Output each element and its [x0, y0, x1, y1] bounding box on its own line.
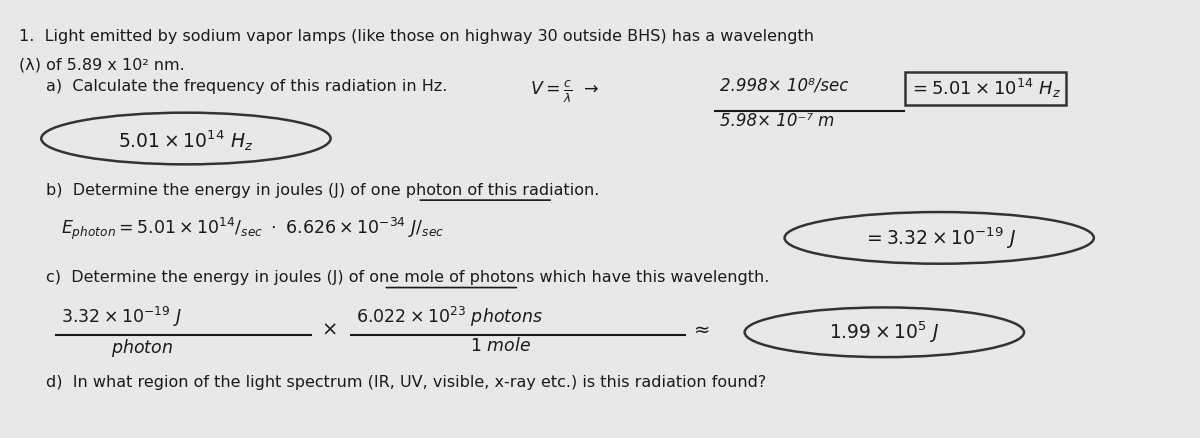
Text: 2.998× 10⁸/sec: 2.998× 10⁸/sec [720, 77, 848, 95]
Text: d)  In what region of the light spectrum (IR, UV, visible, x-ray etc.) is this r: d) In what region of the light spectrum … [47, 375, 767, 390]
Text: $\times$: $\times$ [320, 319, 336, 339]
Text: $V = \frac{c}{\lambda}$  →: $V = \frac{c}{\lambda}$ → [530, 79, 600, 105]
Text: a)  Calculate the frequency of this radiation in Hz.: a) Calculate the frequency of this radia… [47, 79, 448, 94]
Text: 5.98× 10⁻⁷ m: 5.98× 10⁻⁷ m [720, 112, 834, 130]
Text: $= 5.01 \times 10^{14}\ H_z$: $= 5.01 \times 10^{14}\ H_z$ [910, 77, 1062, 100]
Text: c)  Determine the energy in joules (J) of one mole of photons which have this wa: c) Determine the energy in joules (J) of… [47, 270, 769, 285]
Text: $6.022 \times 10^{23}\ photons$: $6.022 \times 10^{23}\ photons$ [355, 304, 542, 328]
Text: (λ) of 5.89 x 10² nm.: (λ) of 5.89 x 10² nm. [19, 57, 185, 72]
Text: $5.01 \times 10^{14}\ H_z$: $5.01 \times 10^{14}\ H_z$ [119, 128, 253, 153]
Text: $= 3.32 \times 10^{-19}\ J$: $= 3.32 \times 10^{-19}\ J$ [863, 225, 1015, 251]
Text: $E_{photon} = 5.01 \times 10^{14}/_{sec}\ \cdot\ 6.626 \times 10^{-34}\ J/_{sec}: $E_{photon} = 5.01 \times 10^{14}/_{sec}… [61, 216, 444, 242]
Text: $1.99 \times 10^{5}\ J$: $1.99 \times 10^{5}\ J$ [829, 320, 940, 345]
Text: b)  Determine the energy in joules (J) of one photon of this radiation.: b) Determine the energy in joules (J) of… [47, 183, 600, 198]
Text: $3.32 \times 10^{-19}\ J$: $3.32 \times 10^{-19}\ J$ [61, 304, 182, 328]
Text: 1.  Light emitted by sodium vapor lamps (like those on highway 30 outside BHS) h: 1. Light emitted by sodium vapor lamps (… [19, 29, 815, 44]
Text: $\approx$: $\approx$ [690, 319, 710, 339]
Text: $photon$: $photon$ [112, 337, 173, 359]
Text: $1\ mole$: $1\ mole$ [470, 337, 532, 355]
